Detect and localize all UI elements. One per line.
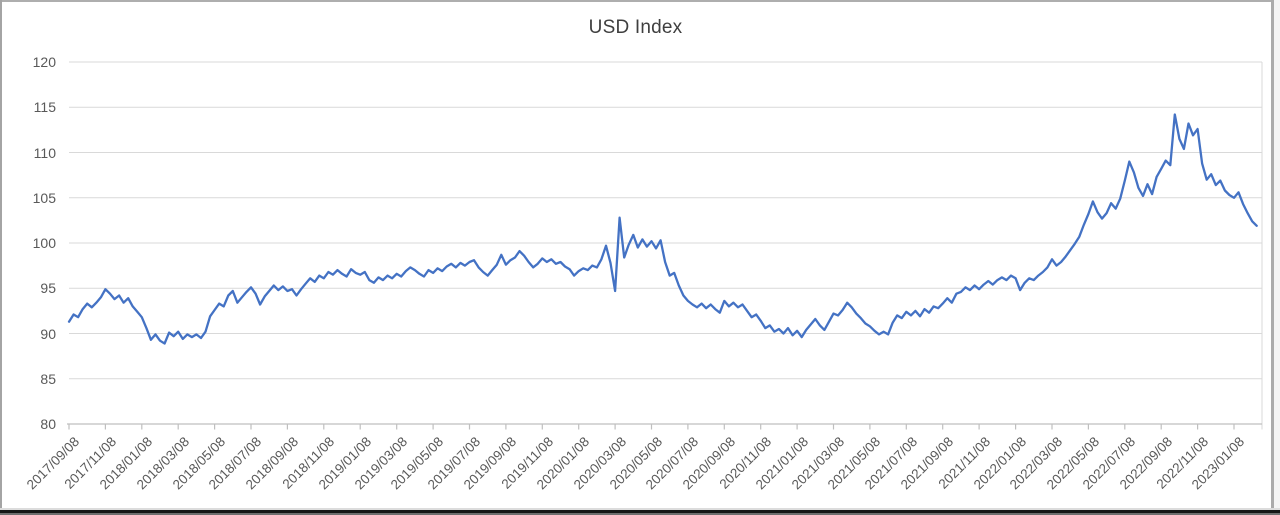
y-axis-label: 80 <box>40 416 56 432</box>
window-border-bottom-gray <box>0 513 1280 515</box>
y-axis-label: 95 <box>40 280 56 297</box>
window-border-right-gap <box>1274 0 1280 515</box>
y-axis-label: 90 <box>40 325 56 342</box>
window-border-top <box>0 0 1280 2</box>
y-axis-label: 85 <box>40 370 56 387</box>
chart-title: USD Index <box>588 17 683 38</box>
y-axis-label: 110 <box>33 144 56 161</box>
y-axis-label: 105 <box>32 189 56 206</box>
y-axis-label: 100 <box>32 235 56 251</box>
y-axis-label: 120 <box>32 54 56 70</box>
window-border-left <box>0 0 2 515</box>
window-border-bottom-dark <box>0 510 1280 513</box>
window-border-bottom-light <box>0 508 1280 510</box>
usd-index-line-series <box>67 113 1258 345</box>
window-border-right <box>1271 0 1274 515</box>
y-axis-label: 115 <box>33 99 56 116</box>
